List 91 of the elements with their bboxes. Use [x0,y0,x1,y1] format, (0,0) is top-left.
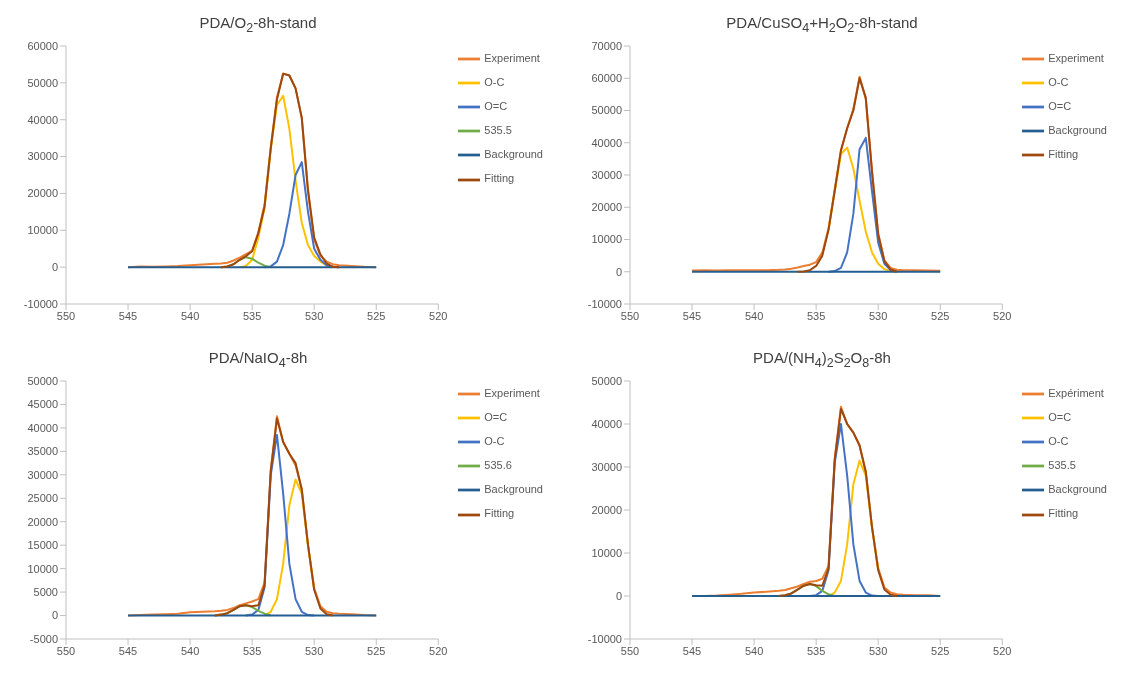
x-tick-label: 530 [869,644,888,657]
legend-label: Fitting [484,172,515,185]
x-tick-label: 550 [620,309,640,322]
legend-label: O=C [484,100,508,113]
y-tick-label: 0 [615,589,622,602]
legend-label: Background [484,148,543,161]
y-tick-label: 30000 [591,460,622,473]
y-tick-label: 60000 [27,39,58,52]
x-tick-label: 535 [806,309,826,322]
x-tick-label: 535 [242,644,262,657]
y-tick-label: 20000 [27,515,58,528]
legend-label: Background [484,483,543,496]
y-tick-label: 40000 [591,136,622,149]
legend-label: O-C [1048,435,1069,448]
x-tick-label: 540 [744,309,764,322]
y-tick-label: 40000 [591,417,622,430]
legend-label: O-C [484,435,505,448]
y-tick-label: 0 [51,609,58,622]
chart-title: PDA/CuSO$_{4}$+H$_{2}$O$_{2}$-8h-stand [725,13,919,37]
chart-title: PDA/NaIO$_{4}$-8h [207,348,309,372]
y-tick-label: 70000 [591,39,622,52]
legend-label: Experiment [484,52,540,64]
y-tick-label: 5000 [33,586,58,598]
y-tick-label: 50000 [27,76,58,89]
legend-label: Experiment [1048,52,1104,64]
chart-title: PDA/O$_{2}$-8h-stand [198,13,318,37]
y-tick-label: 10000 [27,224,58,237]
x-tick-label: 550 [56,309,76,322]
x-tick-label: 530 [305,309,324,322]
legend-label: 535.6 [484,459,512,472]
legend-label: O=C [484,411,508,424]
y-tick-label: 50000 [27,374,58,387]
x-tick-label: 545 [682,309,702,322]
x-tick-label: 540 [180,309,200,322]
y-tick-label: 25000 [27,492,58,505]
x-tick-label: 525 [367,644,386,657]
legend-label: 535.5 [484,124,512,137]
x-tick-label: 540 [744,644,764,657]
x-tick-label: 525 [367,309,386,322]
x-tick-label: 530 [869,309,888,322]
legend-label: Fitting [1048,507,1079,520]
y-tick-label: 30000 [27,150,58,163]
legend-label: Background [1048,483,1107,496]
y-tick-label: 15000 [27,539,58,552]
x-tick-label: 535 [806,644,826,657]
y-tick-label: -10000 [587,632,622,645]
y-tick-label: 50000 [591,104,622,117]
legend-label: O=C [1048,100,1072,113]
legend-label: O-C [1048,76,1069,89]
y-tick-label: -5000 [29,632,58,645]
y-tick-label: 10000 [591,546,622,559]
y-tick-label: -10000 [587,297,622,310]
y-tick-label: 50000 [591,374,622,387]
x-tick-label: 545 [118,644,138,657]
x-tick-label: 535 [242,309,262,322]
x-tick-label: 550 [56,644,76,657]
y-tick-label: 20000 [27,187,58,200]
x-tick-label: 525 [931,644,950,657]
y-tick-label: 0 [615,265,622,278]
y-tick-label: 60000 [591,72,622,85]
y-tick-label: 20000 [591,201,622,214]
legend-label: O=C [1048,411,1072,424]
y-tick-label: 10000 [591,233,622,246]
legend-label: O-C [484,76,505,89]
legend-label: 535.5 [1048,459,1076,472]
y-tick-label: 40000 [27,421,58,434]
y-tick-label: 45000 [27,398,58,411]
x-tick-label: 550 [620,644,640,657]
y-tick-label: 40000 [27,113,58,126]
legend-label: Background [1048,124,1107,137]
chart-title: PDA/(NH$_{4}$)$_{2}$S$_{2}$O$_{8}$-8h [753,349,891,370]
y-tick-label: 35000 [27,445,58,458]
legend-label: Experiment [484,387,540,399]
x-tick-label: 520 [993,309,1012,322]
x-tick-label: 520 [429,309,448,322]
y-tick-label: 0 [51,261,58,274]
legend-label: Expériment [1048,387,1104,399]
y-tick-label: -10000 [23,297,58,310]
legend-label: Fitting [1048,148,1079,161]
x-tick-label: 520 [993,644,1012,657]
y-tick-label: 30000 [591,168,622,181]
x-tick-label: 525 [931,309,950,322]
x-tick-label: 545 [682,644,702,657]
y-tick-label: 20000 [591,503,622,516]
y-tick-label: 30000 [27,468,58,481]
legend-label: Fitting [484,507,515,520]
y-tick-label: 10000 [27,562,58,575]
x-tick-label: 530 [305,644,324,657]
x-tick-label: 520 [429,644,448,657]
x-tick-label: 545 [118,309,138,322]
x-tick-label: 540 [180,644,200,657]
